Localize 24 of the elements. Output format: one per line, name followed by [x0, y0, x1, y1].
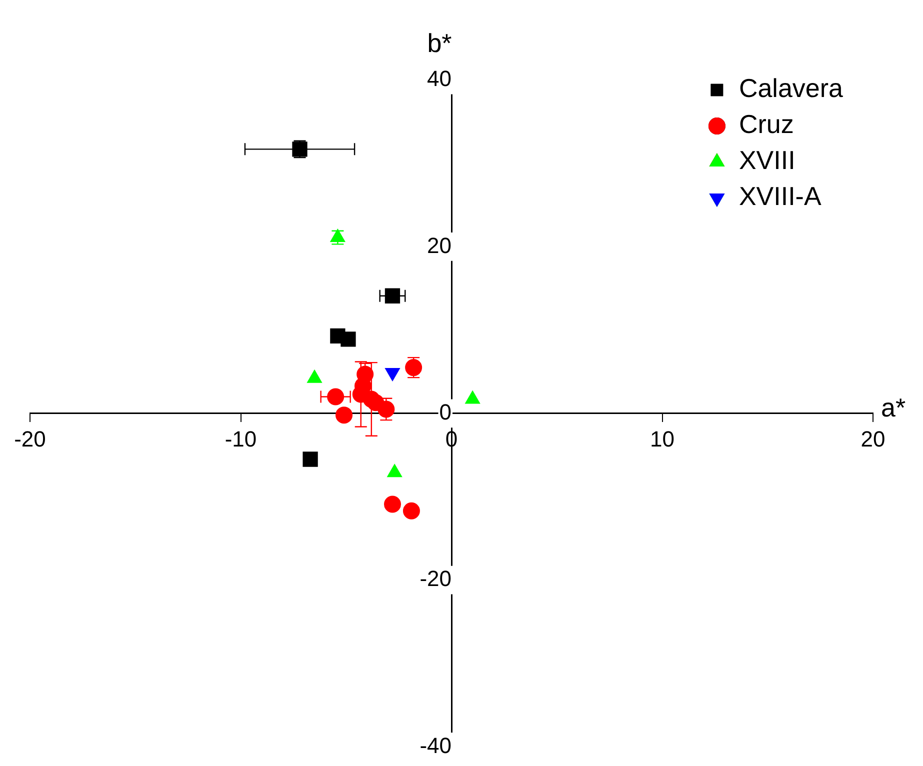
x-tick-label: 10 [650, 426, 674, 452]
point [340, 332, 356, 347]
legend-label: XVIII-A [738, 181, 822, 212]
point [402, 502, 420, 520]
x-tick-label: -20 [14, 426, 46, 452]
y-tick-label: 40 [427, 66, 452, 92]
point [302, 452, 318, 467]
legend-label: XVIII [738, 145, 796, 176]
point [384, 288, 400, 304]
x-axis-title: a* [881, 392, 906, 423]
point [327, 388, 344, 406]
point [336, 406, 353, 424]
y-tick-label: -40 [420, 732, 452, 758]
legend-label: Cruz [738, 109, 794, 140]
y-tick-label: 20 [427, 232, 452, 258]
y-tick-label: -20 [420, 566, 452, 592]
point [384, 496, 401, 513]
x-tick-label: -10 [224, 426, 257, 452]
point [378, 400, 395, 418]
legend-label: Calavera [738, 73, 844, 104]
y-tick-label: 0 [439, 399, 452, 424]
y-axis-title: b* [427, 28, 452, 58]
x-tick-label: 20 [860, 426, 886, 452]
point [405, 359, 422, 376]
